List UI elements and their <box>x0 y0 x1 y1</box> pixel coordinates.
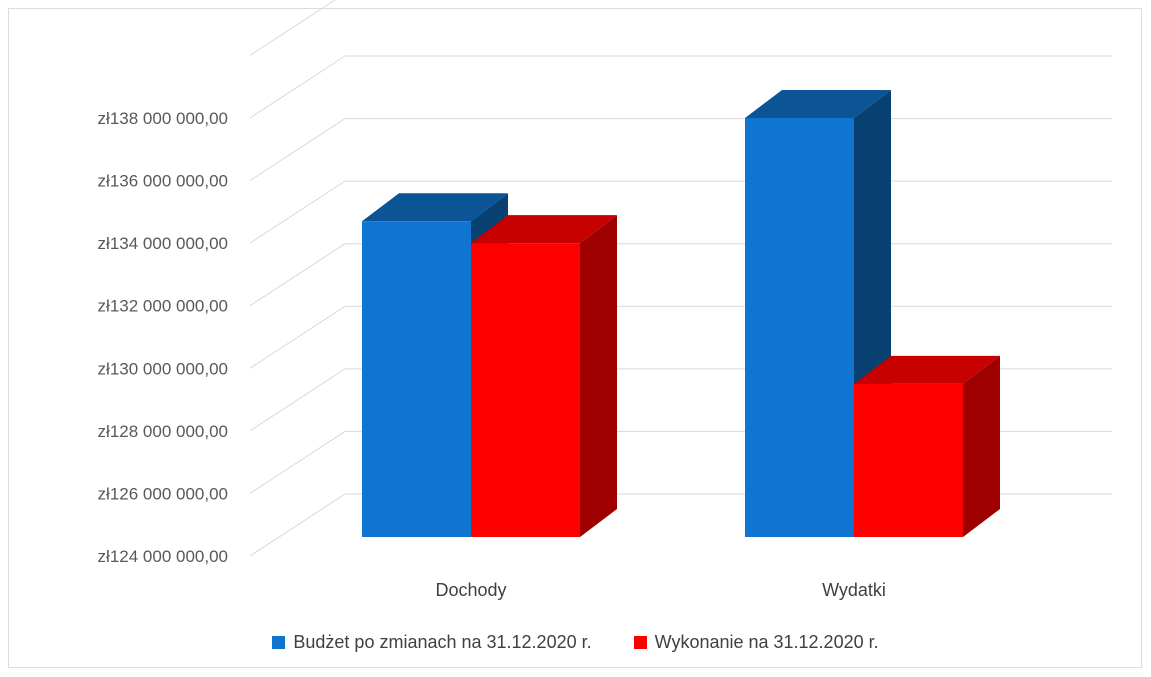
bar-front <box>471 243 580 537</box>
legend-swatch-execution <box>633 636 647 649</box>
gridline-side <box>249 305 346 369</box>
gridline-side <box>249 431 346 494</box>
y-tick-label: zł134 000 000,00 <box>98 234 228 253</box>
gridline-side <box>249 180 346 244</box>
y-axis-tick-labels: zł124 000 000,00 zł126 000 000,00 zł128 00… <box>98 109 228 566</box>
legend-label-budget: Budżet po zmianach na 31.12.2020 r. <box>293 632 592 652</box>
bar-front <box>362 221 471 537</box>
bar-top <box>745 90 891 118</box>
legend-swatch-budget <box>272 636 286 649</box>
category-label-dochody: Dochody <box>435 580 506 600</box>
y-tick-label: zł138 000 000,00 <box>98 109 228 128</box>
gridline-side <box>249 55 346 119</box>
bar-layer <box>362 90 1000 537</box>
bar-front <box>745 118 854 537</box>
bar-front <box>854 383 963 537</box>
bar-side <box>580 215 617 537</box>
bar-execution-wydatki <box>854 355 1000 537</box>
bar-side <box>963 355 1000 537</box>
bar-top <box>854 355 1000 384</box>
legend-label-execution: Wykonanie na 31.12.2020 r. <box>654 632 879 652</box>
x-axis-category-labels: Dochody Wydatki <box>435 580 885 600</box>
y-tick-label: zł128 000 000,00 <box>98 422 228 441</box>
y-tick-label: zł126 000 000,00 <box>98 484 228 503</box>
y-tick-label: zł130 000 000,00 <box>98 359 228 378</box>
legend: Budżet po zmianach na 31.12.2020 r. Wyko… <box>0 632 1151 653</box>
gridline-side <box>249 243 346 307</box>
gridline-side <box>249 493 346 557</box>
y-tick-label: zł136 000 000,00 <box>98 172 228 191</box>
legend-item-execution: Wykonanie na 31.12.2020 r. <box>633 632 879 653</box>
gridline-side <box>249 368 346 432</box>
y-tick-label: zł132 000 000,00 <box>98 297 228 316</box>
bar-top <box>471 215 617 244</box>
category-label-wydatki: Wydatki <box>822 580 886 600</box>
bar-execution-dochody <box>471 215 617 537</box>
bar-top <box>362 193 508 222</box>
legend-item-budget: Budżet po zmianach na 31.12.2020 r. <box>272 632 592 653</box>
gridline-side <box>249 0 336 56</box>
gridline-side <box>249 118 346 181</box>
y-tick-label: zł124 000 000,00 <box>98 547 228 566</box>
